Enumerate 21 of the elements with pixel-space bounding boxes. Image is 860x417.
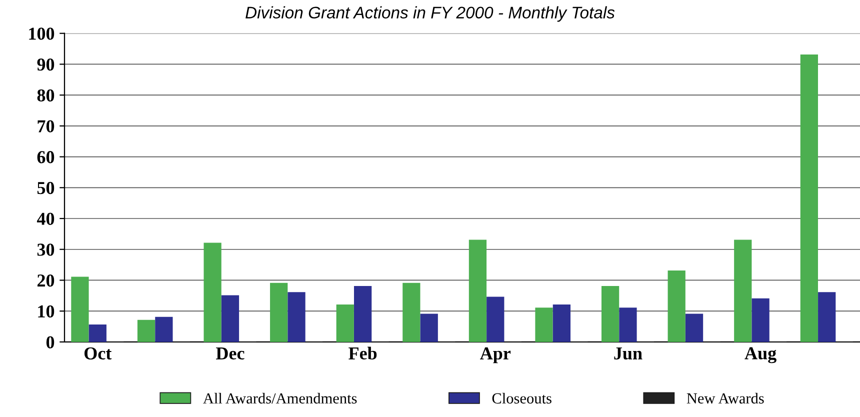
x-tick-label: Oct xyxy=(84,347,112,360)
chart-title: Division Grant Actions in FY 2000 - Monthly Totals xyxy=(246,6,615,22)
y-tick-label: 30 xyxy=(37,244,54,256)
y-tick-label: 90 xyxy=(37,58,54,71)
y-tick-label: 40 xyxy=(36,212,54,225)
x-tick-label: Jun xyxy=(614,348,642,360)
y-tick-label: 80 xyxy=(37,89,54,102)
x-tick-label: Aug xyxy=(744,347,776,364)
legend-label: All Awards/Amendments xyxy=(203,392,357,404)
y-tick-label: 100 xyxy=(29,28,54,40)
y-tick-label: 60 xyxy=(37,151,54,164)
y-tick-label: 0 xyxy=(46,336,54,348)
y-tick-label: 70 xyxy=(38,120,54,132)
y-tick-label: 20 xyxy=(37,274,54,287)
x-tick-label: Apr xyxy=(480,347,511,364)
x-tick-label: Dec xyxy=(216,348,244,360)
y-tick-label: 10 xyxy=(38,305,54,318)
legend-label: Closeouts xyxy=(492,392,552,404)
legend-label: New Awards xyxy=(686,392,764,404)
x-tick-label: Feb xyxy=(348,346,377,360)
y-tick-label: 50 xyxy=(37,182,54,194)
